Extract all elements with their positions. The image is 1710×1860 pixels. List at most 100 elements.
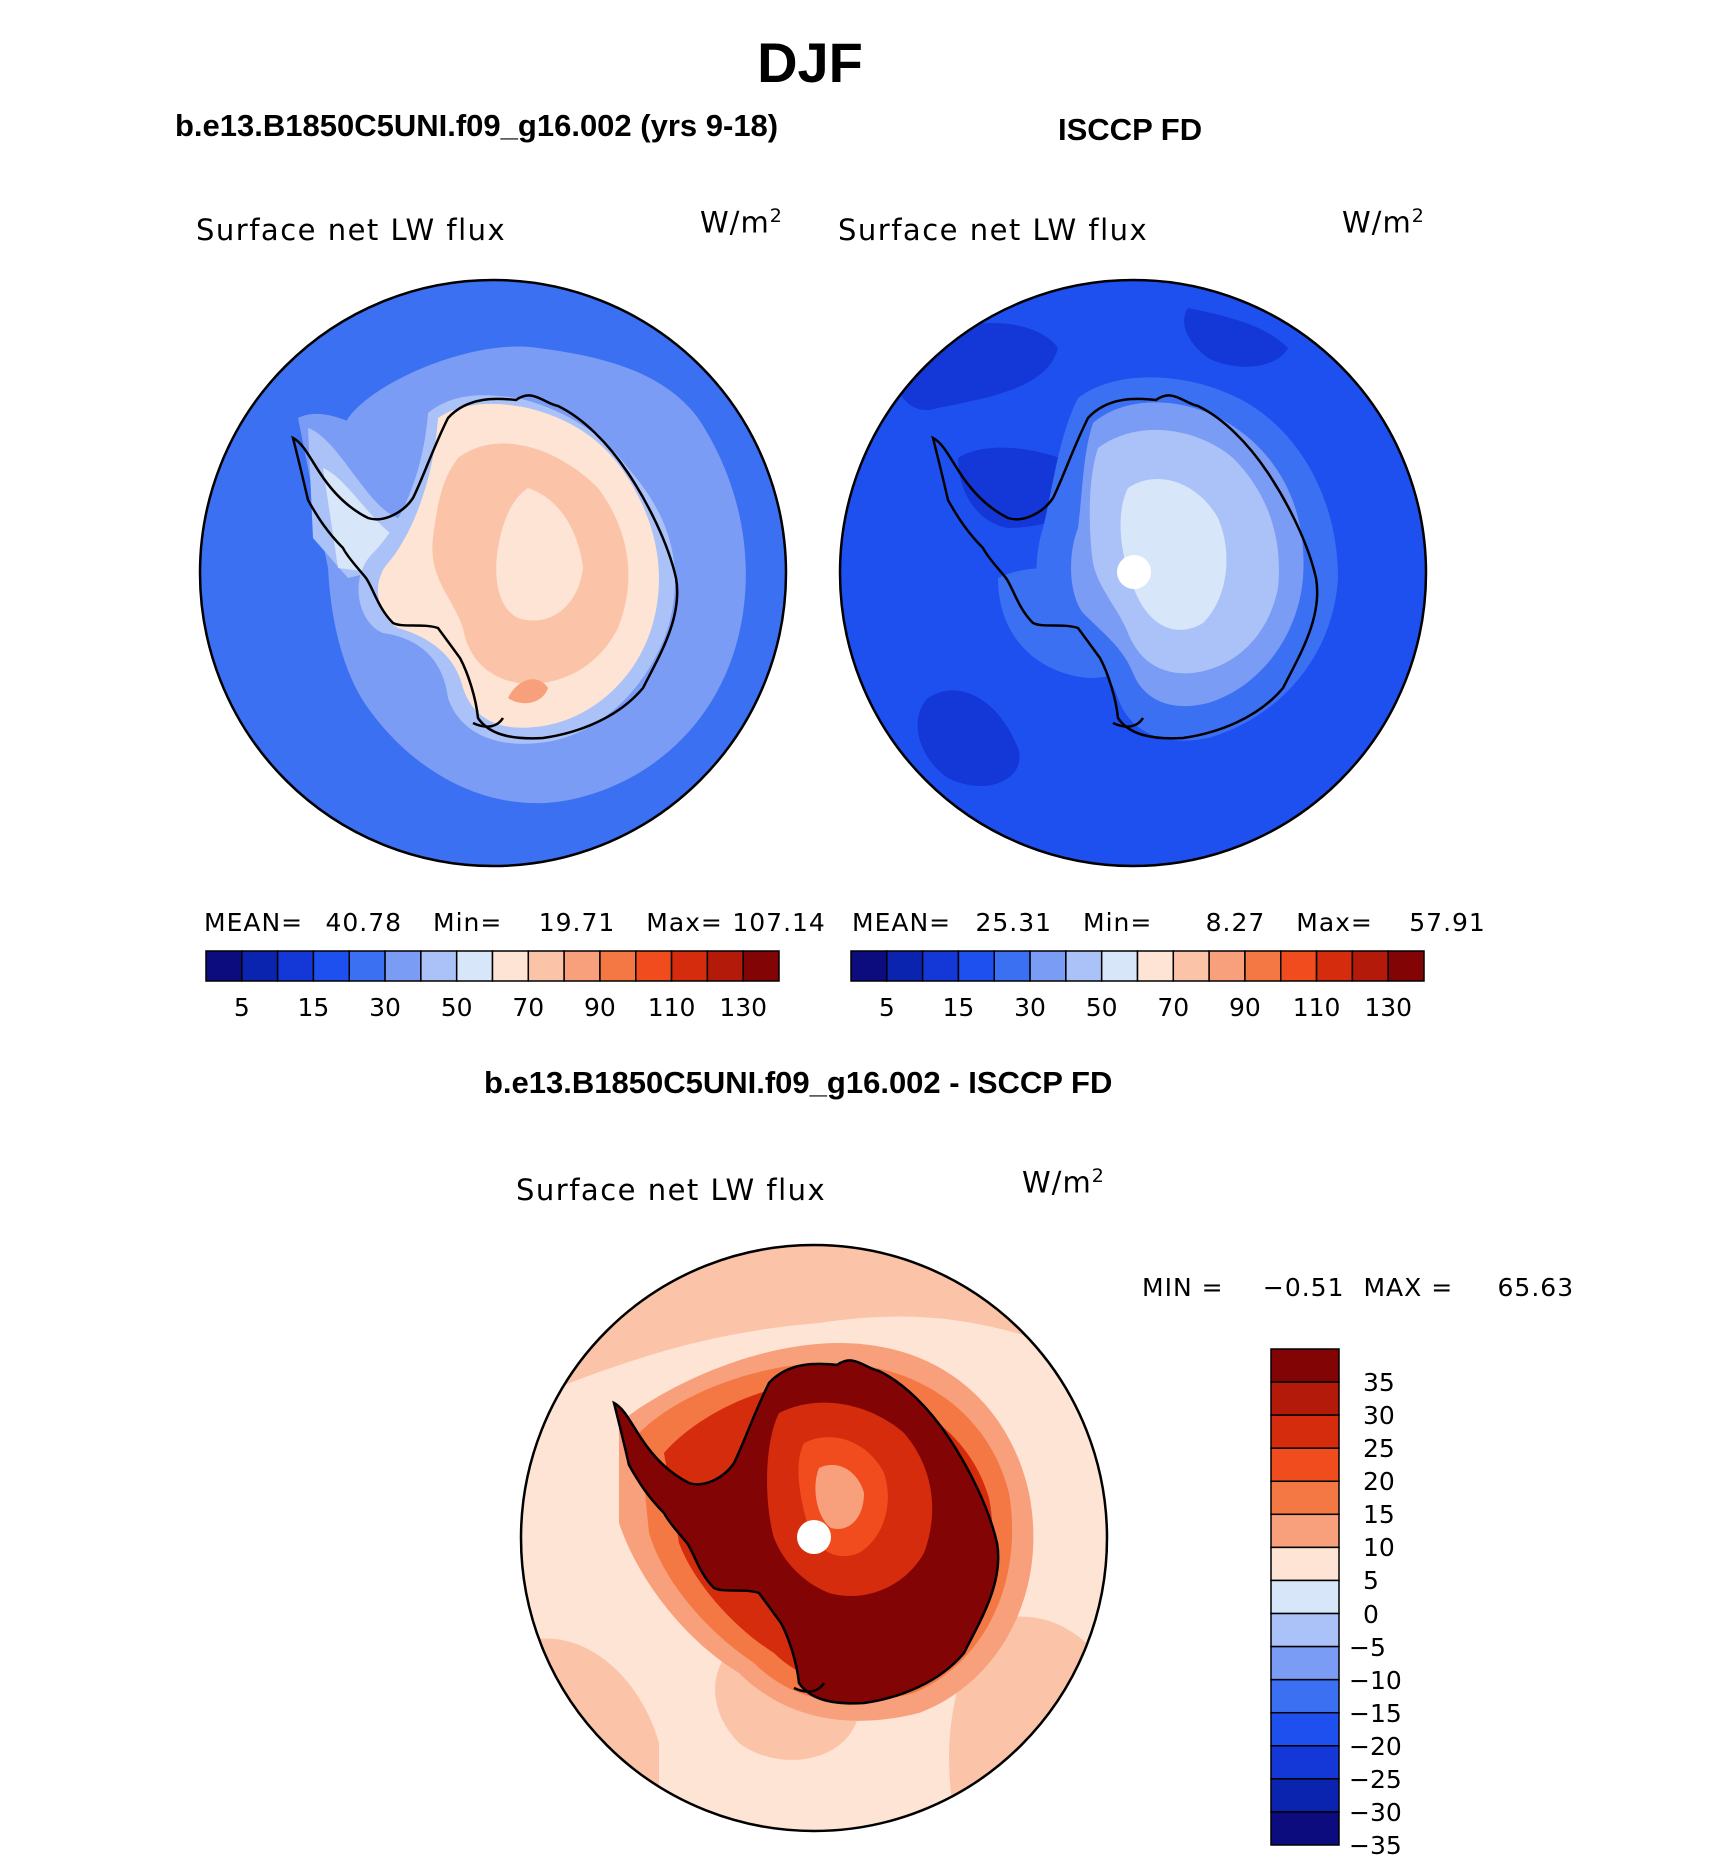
colorbar-swatch xyxy=(1029,950,1067,982)
colorbar-swatch xyxy=(420,950,458,982)
colorbar-swatch xyxy=(348,950,386,982)
colorbar-tick-label: 130 xyxy=(719,993,768,1022)
colorbar-swatch xyxy=(1270,1480,1340,1516)
colorbar-tick-label: 70 xyxy=(512,993,545,1022)
colorbar-swatch xyxy=(1270,1678,1340,1714)
colorbar-swatch xyxy=(1270,1513,1340,1549)
land-core xyxy=(496,488,583,621)
antarctica-coastline xyxy=(291,394,679,740)
colorbar-swatch xyxy=(706,950,744,982)
stats-diff: MIN = −0.51 MAX = 65.63 xyxy=(1142,1273,1575,1302)
colorbar-tick-label: 50 xyxy=(1085,993,1118,1022)
colorbar-swatch xyxy=(1208,950,1246,982)
colorbar-tick-label: −15 xyxy=(1349,1698,1402,1728)
colorbar-swatch xyxy=(384,950,422,982)
colorbar-tick-label: −25 xyxy=(1349,1764,1402,1794)
colorbar-swatch xyxy=(1270,1579,1340,1615)
plot-label-obs: Surface net LW flux xyxy=(838,213,1149,247)
colorbar-diff xyxy=(1270,1348,1340,1846)
antarctica-coastline xyxy=(612,1359,1000,1705)
colorbar-tick-label: 50 xyxy=(440,993,473,1022)
colorbar-swatch xyxy=(1315,950,1354,982)
stats-model: MEAN= 40.78 Min= 19.71 Max= 107.14 xyxy=(204,908,826,937)
colorbar-swatch xyxy=(957,950,995,982)
colorbar-tick-label: −35 xyxy=(1349,1831,1402,1860)
colorbar-swatch xyxy=(1136,950,1175,982)
colorbar-swatch xyxy=(276,950,315,982)
map-diff xyxy=(519,1243,1109,1833)
map-border xyxy=(838,278,1428,868)
figure-title: DJF xyxy=(757,31,863,94)
colorbar-tick-label: 110 xyxy=(647,993,696,1022)
colorbar-tick-label: 15 xyxy=(1363,1500,1395,1530)
colorbar-swatch xyxy=(635,950,673,982)
colorbar-swatch xyxy=(205,950,243,982)
units-diff: W/m2 xyxy=(1022,1165,1105,1200)
colorbar-tick-label: 110 xyxy=(1292,993,1341,1022)
colorbar-swatch xyxy=(1351,950,1389,982)
colorbar-swatch xyxy=(312,950,350,982)
colorbar-swatch xyxy=(527,950,565,982)
pole-hole xyxy=(1117,555,1151,589)
colorbar-tick-label: −20 xyxy=(1349,1731,1402,1761)
colorbar-swatch xyxy=(1387,950,1425,982)
colorbar-tick-label: 10 xyxy=(1363,1533,1395,1563)
colorbar-swatch xyxy=(241,950,279,982)
antarctica-coastline xyxy=(931,394,1319,740)
stats-obs: MEAN= 25.31 Min= 8.27 Max= 57.91 xyxy=(852,908,1486,937)
map-border xyxy=(198,278,788,868)
map-border xyxy=(519,1243,1109,1833)
colorbar-swatch xyxy=(1270,1778,1340,1813)
colorbar-swatch xyxy=(850,950,888,982)
panel-title-diff: b.e13.B1850C5UNI.f09_g16.002 - ISCCP FD xyxy=(484,1065,1113,1100)
plot-label-model: Surface net LW flux xyxy=(196,213,507,247)
colorbar-tick-label: 90 xyxy=(584,993,616,1022)
units-obs: W/m2 xyxy=(1342,205,1425,240)
colorbar-swatch xyxy=(1065,950,1103,982)
colorbar-tick-label: 130 xyxy=(1364,993,1413,1022)
colorbar-tick-label: −5 xyxy=(1349,1632,1386,1662)
colorbar-tick-label: −30 xyxy=(1349,1797,1402,1827)
colorbar-tick-label: 30 xyxy=(1014,993,1046,1022)
colorbar-tick-label: 5 xyxy=(1363,1566,1379,1596)
colorbar-tick-label: 15 xyxy=(297,993,330,1022)
colorbar-tick-label: −10 xyxy=(1349,1665,1402,1695)
colorbar-swatch xyxy=(1270,1546,1340,1582)
colorbar-tick-label: 0 xyxy=(1363,1599,1379,1629)
colorbar-swatch xyxy=(921,950,960,982)
colorbar-tick-label: 30 xyxy=(369,993,401,1022)
colorbar-obs xyxy=(850,950,1425,982)
colorbar-swatch xyxy=(599,950,637,982)
colorbar-swatch xyxy=(455,950,494,982)
colorbar-swatch xyxy=(1270,1612,1340,1648)
map-obs xyxy=(838,278,1428,868)
colorbar-tick-label: 15 xyxy=(942,993,975,1022)
colorbar-swatch xyxy=(1270,1348,1340,1383)
colorbar-tick-label: 5 xyxy=(233,993,250,1022)
colorbar-swatch xyxy=(1270,1414,1340,1449)
colorbar-swatch xyxy=(1270,1381,1340,1416)
colorbar-swatch xyxy=(1270,1811,1340,1846)
colorbar-tick-label: 20 xyxy=(1363,1467,1395,1497)
plot-label-diff: Surface net LW flux xyxy=(516,1173,827,1207)
colorbar-swatch xyxy=(993,950,1031,982)
colorbar-swatch xyxy=(1100,950,1139,982)
colorbar-swatch xyxy=(491,950,530,982)
colorbar-swatch xyxy=(670,950,709,982)
colorbar-swatch xyxy=(886,950,924,982)
colorbar-swatch xyxy=(1280,950,1318,982)
colorbar-tick-label: 90 xyxy=(1229,993,1261,1022)
colorbar-tick-label: 30 xyxy=(1363,1401,1395,1431)
colorbar-model xyxy=(205,950,780,982)
colorbar-tick-label: 5 xyxy=(878,993,895,1022)
colorbar-tick-label: 25 xyxy=(1363,1434,1395,1464)
units-model: W/m2 xyxy=(700,205,783,240)
colorbar-swatch xyxy=(1270,1711,1340,1747)
colorbar-swatch xyxy=(1270,1645,1340,1681)
colorbar-tick-label: 35 xyxy=(1363,1368,1395,1398)
panel-title-model: b.e13.B1850C5UNI.f09_g16.002 (yrs 9-18) xyxy=(175,108,779,143)
map-model xyxy=(198,278,788,868)
ice-core xyxy=(1120,479,1227,630)
pole-hole xyxy=(797,1520,831,1554)
panel-title-obs: ISCCP FD xyxy=(1058,112,1203,147)
